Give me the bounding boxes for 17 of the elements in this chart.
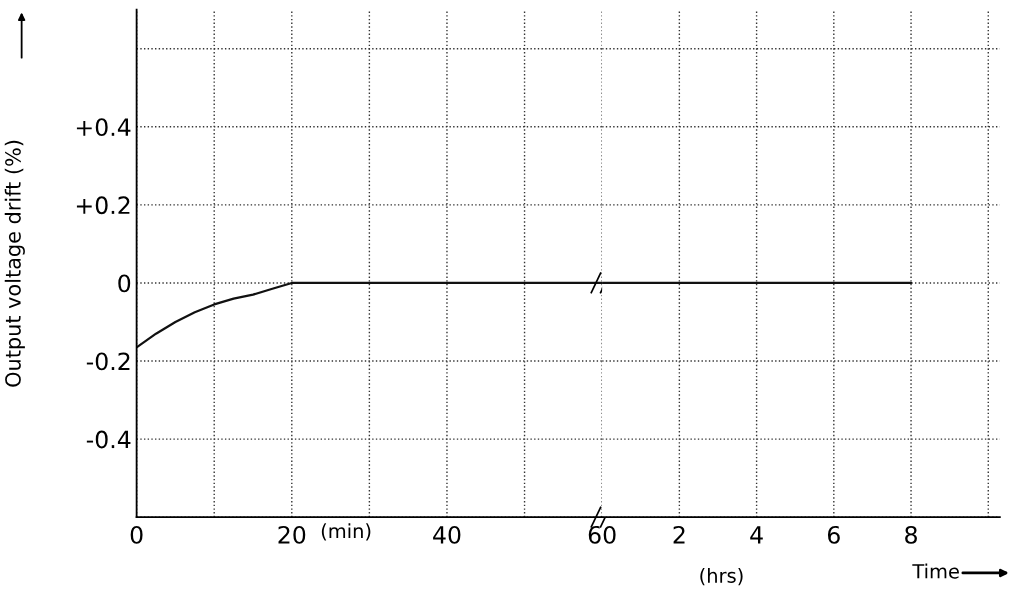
x-tick-label: 6 bbox=[827, 525, 840, 544]
x-tick-label: 8 bbox=[905, 525, 917, 544]
x-tick-label: 60 bbox=[588, 525, 616, 544]
y-tick-label: -0.2 bbox=[86, 352, 130, 371]
x-tick-label: 4 bbox=[750, 526, 763, 544]
x-axis-title: (hrs) bbox=[700, 567, 743, 586]
y-axis-title: Output voltage drift (%) bbox=[4, 140, 25, 387]
x-tick-label: 20 bbox=[278, 525, 306, 544]
text: Time bbox=[912, 563, 959, 579]
x-axis-title: (min) bbox=[321, 523, 371, 541]
y-tick-label: +0.2 bbox=[76, 196, 130, 215]
y-tick-label: -0.4 bbox=[86, 430, 131, 449]
x-tick-label: 0 bbox=[130, 525, 143, 544]
y-tick-label: 0 bbox=[118, 274, 131, 293]
y-tick-label: +0.4 bbox=[76, 118, 131, 137]
x-tick-label: 2 bbox=[673, 525, 685, 544]
x-tick-label: 40 bbox=[433, 525, 461, 544]
